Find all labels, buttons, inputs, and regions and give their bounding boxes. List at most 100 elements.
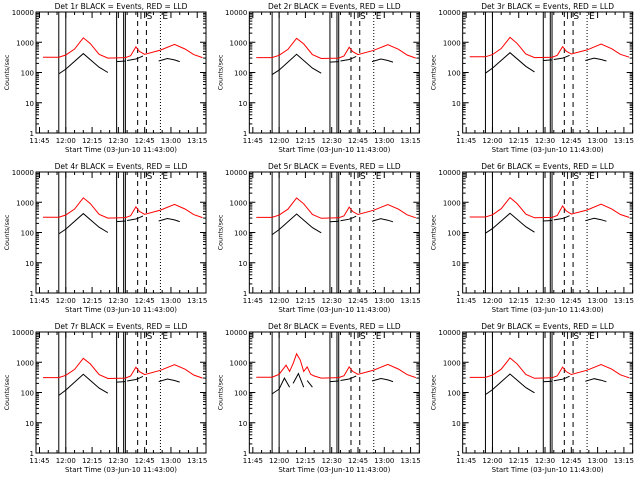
marker-label-s: S	[147, 332, 153, 342]
y-tick-label: 10	[238, 100, 247, 108]
panel-title: Det 1r BLACK = Events, RED = LLD	[55, 2, 188, 11]
marker-label-s: S	[573, 332, 579, 342]
x-tick-label: 13:00	[374, 457, 394, 465]
x-tick-label: 12:00	[56, 297, 76, 305]
y-tick-label: 1000	[16, 39, 34, 47]
plot-frame	[462, 171, 634, 294]
x-axis-label: Start Time (03-Jun-10 11:43:00)	[278, 146, 390, 154]
x-tick-label: 12:45	[348, 137, 368, 145]
x-tick-label: 12:45	[561, 297, 581, 305]
x-tick-label: 12:15	[82, 297, 102, 305]
detector-panel-2: 1 10 100 1000 10000 11:45 12:00 12:15 12:30 12:45…	[216, 2, 420, 154]
y-tick-label: 10	[25, 260, 34, 268]
marker-label-i: I	[566, 172, 569, 182]
x-tick-label: 11:45	[243, 137, 263, 145]
y-tick-label: 1	[30, 290, 34, 298]
marker-label-i: I	[353, 12, 356, 22]
series-line-lld	[43, 357, 203, 380]
x-axis-label: Start Time (03-Jun-10 11:43:00)	[492, 306, 604, 314]
y-tick-label: 100	[234, 230, 247, 238]
x-tick-label: 13:00	[374, 297, 394, 305]
marker-label-i: I	[353, 172, 356, 182]
y-tick-label: 10000	[225, 9, 247, 17]
y-tick-label: 1000	[230, 359, 248, 367]
x-tick-label: 12:30	[535, 457, 555, 465]
series-line-events	[116, 220, 126, 223]
marker-label-e: E	[589, 12, 595, 22]
x-tick-label: 12:15	[295, 137, 315, 145]
x-tick-label: 12:30	[108, 297, 128, 305]
panel-title: Det 7r BLACK = Events, RED = LLD	[55, 322, 188, 331]
series-line-lld	[469, 196, 630, 219]
x-tick-label: 12:00	[269, 297, 289, 305]
y-tick-label: 100	[447, 70, 460, 78]
marker-label-s: S	[360, 172, 366, 182]
panel-title: Det 8r BLACK = Events, RED = LLD	[268, 322, 401, 331]
series-line-events	[306, 380, 313, 388]
x-tick-label: 13:00	[374, 137, 394, 145]
marker-label-s: S	[573, 172, 579, 182]
x-tick-label: 12:30	[322, 457, 342, 465]
x-axis-label: Start Time (03-Jun-10 11:43:00)	[278, 306, 390, 314]
x-tick-label: 12:45	[561, 137, 581, 145]
panel-title: Det 5r BLACK = Events, RED = LLD	[268, 162, 401, 171]
y-tick-label: 10000	[225, 329, 247, 337]
marker-label-e: E	[162, 172, 168, 182]
series-line-events	[116, 60, 126, 63]
y-tick-label: 1	[30, 130, 34, 138]
x-tick-label: 12:45	[135, 297, 155, 305]
x-tick-label: 12:15	[509, 137, 529, 145]
x-axis-label: Start Time (03-Jun-10 11:43:00)	[65, 146, 177, 154]
y-tick-label: 10000	[225, 169, 247, 177]
series-line-events	[585, 57, 607, 62]
series-line-events	[158, 378, 180, 383]
y-tick-label: 10	[238, 420, 247, 428]
y-tick-label: 1	[456, 290, 460, 298]
series-line-events	[553, 375, 570, 382]
panel-title: Det 2r BLACK = Events, RED = LLD	[268, 2, 401, 11]
x-tick-label: 13:15	[614, 137, 634, 145]
y-tick-label: 100	[234, 390, 247, 398]
x-tick-label: 12:00	[269, 137, 289, 145]
marker-label-e: E	[162, 12, 168, 22]
y-tick-label: 10000	[438, 169, 460, 177]
y-axis-label: Counts/sec	[3, 54, 11, 90]
y-tick-label: 1000	[16, 199, 34, 207]
x-tick-label: 12:00	[482, 297, 502, 305]
marker-label-e: E	[376, 12, 382, 22]
x-tick-label: 12:30	[108, 457, 128, 465]
y-axis-label: Counts/sec	[430, 54, 438, 90]
x-axis-label: Start Time (03-Jun-10 11:43:00)	[492, 146, 604, 154]
marker-label-e: E	[589, 332, 595, 342]
series-line-lld	[256, 352, 416, 379]
marker-label-i: I	[353, 332, 356, 342]
series-line-events	[371, 377, 394, 383]
series-line-events	[371, 58, 394, 63]
series-line-lld	[469, 357, 630, 379]
panel-title: Det 3r BLACK = Events, RED = LLD	[481, 2, 614, 11]
x-tick-label: 13:00	[161, 297, 181, 305]
series-line-events	[292, 372, 305, 388]
marker-label-e: E	[589, 172, 595, 182]
x-tick-label: 13:15	[187, 457, 207, 465]
series-line-events	[329, 380, 339, 383]
y-tick-label: 100	[21, 230, 34, 238]
marker-label-s: S	[360, 12, 366, 22]
x-tick-label: 13:15	[187, 297, 207, 305]
x-tick-label: 12:00	[482, 137, 502, 145]
y-tick-label: 10000	[438, 9, 460, 17]
marker-label-i: I	[140, 332, 143, 342]
x-tick-label: 11:45	[456, 297, 476, 305]
series-line-events	[271, 213, 322, 236]
series-line-events	[127, 55, 144, 61]
series-line-lld	[256, 37, 416, 60]
x-tick-label: 13:15	[400, 297, 420, 305]
detector-panel-8: 1 10 100 1000 10000 11:45 12:00 12:15 12:30 12:45…	[216, 322, 420, 474]
x-tick-label: 12:00	[269, 457, 289, 465]
marker-label-e: E	[162, 332, 168, 342]
x-tick-label: 12:30	[535, 297, 555, 305]
series-line-events	[116, 381, 126, 383]
series-line-events	[158, 217, 180, 223]
y-tick-label: 10	[452, 420, 461, 428]
